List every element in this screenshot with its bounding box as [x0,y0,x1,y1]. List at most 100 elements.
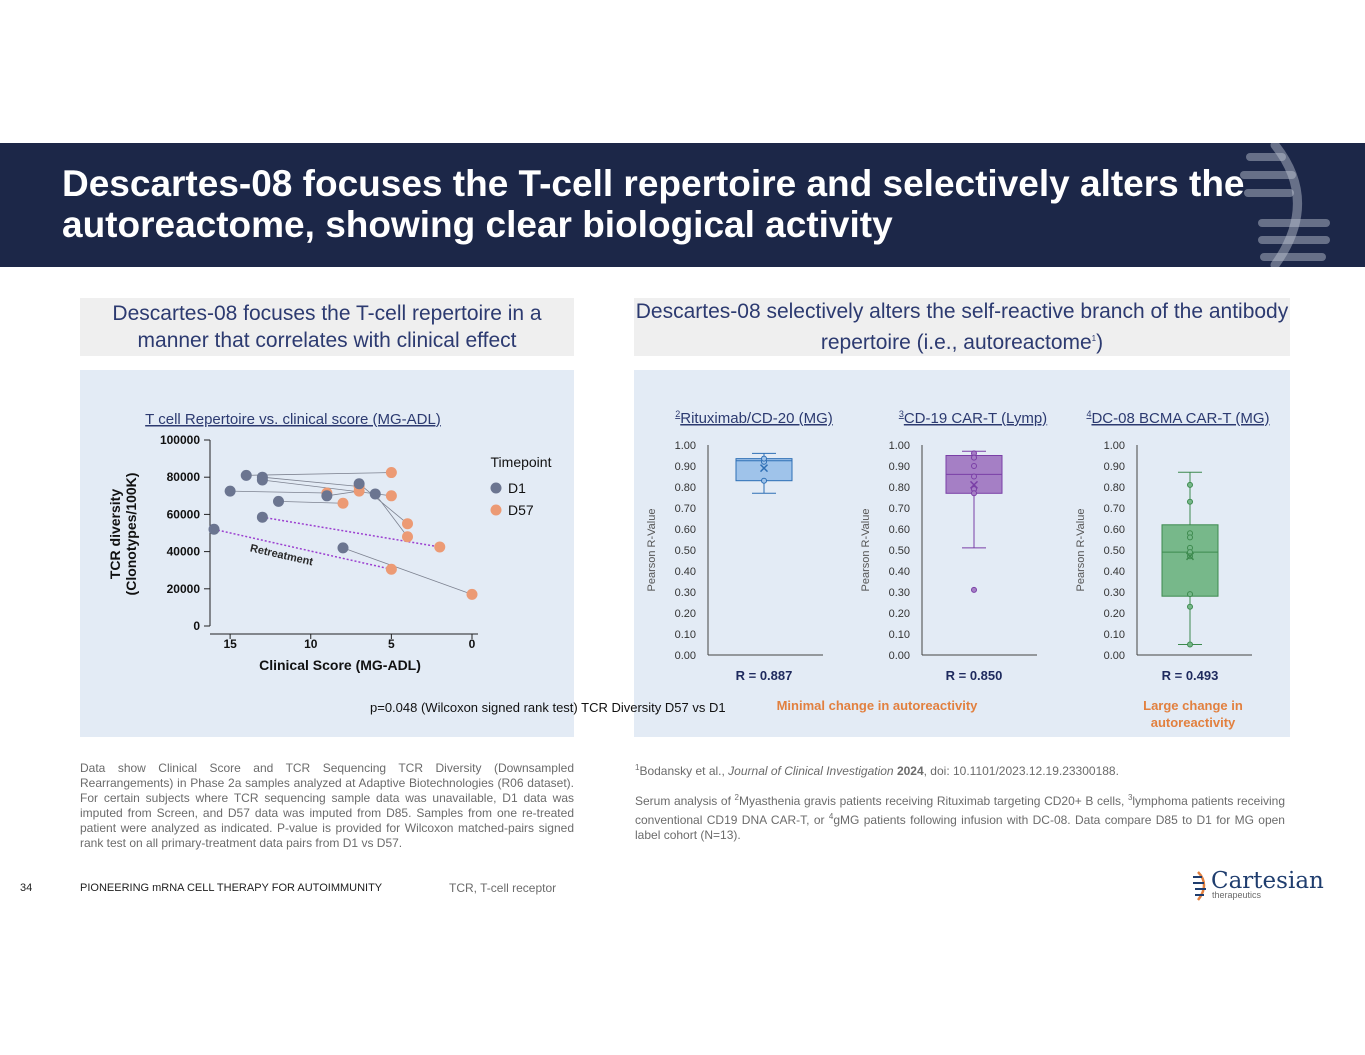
cd19-data-point [971,473,977,480]
title-banner [0,143,1365,267]
cd19-ytick-label: 0.30 [889,587,910,599]
ref-year: 2024 [896,764,924,778]
scatter-xtick-label: 10 [304,637,318,651]
right-subhead-main: Descartes-08 selectively alters the self… [635,300,1289,354]
d1-point [256,511,268,523]
cd19-ytick-label: 0.50 [889,545,910,557]
dc08-ytick-label: 0.50 [1104,545,1125,557]
footer-tagline: PIONEERING mRNA CELL THERAPY FOR AUTOIMM… [80,882,383,894]
d57-point [466,588,478,600]
d57-point [385,490,397,502]
d57-point [434,541,446,553]
rituximab-r-value: R = 0.887 [736,668,793,683]
left-chart-panel [80,370,574,737]
d57-point [402,531,413,543]
dc08-boxplot-title: 4DC-08 BCMA CAR-T (MG) [1086,409,1269,427]
logo-subtitle: therapeutics [1212,890,1262,900]
left-footnote: Data show Clinical Score and TCR Sequenc… [80,761,574,850]
scatter-ytick-label: 20000 [167,582,201,596]
tcr-scatter-chart: T cell Repertoire vs. clinical score (MG… [107,411,552,673]
dc08-data-point [1187,534,1193,541]
left-subhead: Descartes-08 focuses the T-cell repertoi… [80,298,574,356]
scatter-title: T cell Repertoire vs. clinical score (MG… [145,411,441,428]
d1-point [321,490,333,502]
ref-journal: Journal of Clinical Investigation [728,764,894,778]
minimal-change-label: Minimal change in autoreactivity [776,698,978,713]
rituximab-ytick-label: 0.00 [675,650,696,662]
dc08-data-point [1187,603,1193,610]
legend-d57-label: D57 [508,502,534,518]
serum-note: Serum analysis of 2Myasthenia gravis pat… [635,790,1285,843]
dc08-ylabel: Pearson R-Value [1075,509,1087,592]
footer-abbreviation: TCR, T-cell receptor [449,881,557,895]
rituximab-ytick-label: 0.30 [675,587,696,599]
cd19-mean-marker [969,480,979,489]
scatter-xtick-label: 5 [388,637,395,651]
rituximab-ytick-label: 0.40 [675,566,696,578]
cd19-ytick-label: 0.20 [889,608,910,620]
legend-d57-marker [490,504,502,516]
scatter-xtick-label: 15 [223,637,237,651]
rituximab-mean-marker [759,464,769,473]
legend-title: Timepoint [491,454,552,470]
rituximab-data-point [761,455,767,462]
cd19-ytick-label: 0.90 [889,461,910,473]
dc08-data-point [1187,591,1193,598]
cd19-data-point [971,490,977,497]
cd19-ytick-label: 0.10 [889,629,910,641]
dc08-ytick-label: 0.70 [1104,503,1125,515]
d1-point [256,474,268,486]
scatter-ytick-label: 80000 [167,470,201,484]
dc08-ytick-label: 0.30 [1104,587,1125,599]
retreatment-connector-line [262,516,440,548]
ref-sup: 1 [635,763,640,772]
right-subhead-sup: 1 [1091,334,1097,343]
rituximab-ylabel: Pearson R-Value [646,509,658,592]
d1-point [273,495,284,507]
serum-s4: 4 [828,812,834,821]
scatter-ytick-label: 0 [193,619,200,633]
pair-connector-line [358,483,408,525]
cd19-data-point [971,463,977,469]
logo-name: Cartesian [1211,868,1324,894]
dc08-data-point [1187,641,1193,648]
pair-connector-line [230,490,327,494]
pvalue-text: p=0.048 (Wilcoxon signed rank test) TCR … [370,700,726,715]
d1-point [208,523,220,535]
large-change-label: Large change in autoreactivity [1143,698,1243,730]
scatter-xlabel: Clinical Score (MG-ADL) [259,657,421,673]
serum-s3: 3 [1127,793,1133,802]
ref-authors: Bodansky et al., [639,764,729,778]
scatter-ylabel-line1: TCR diversity [107,489,123,579]
d57-point [385,467,397,479]
d1-point [224,485,236,497]
rituximab-ytick-label: 1.00 [675,440,696,452]
dc08-ytick-label: 1.00 [1104,440,1125,452]
serum-p2: Myasthenia gravis patients receiving Rit… [738,794,1128,808]
dc08-mean-marker [1185,552,1195,561]
d1-point [369,488,381,500]
dc08-ytick-label: 0.90 [1104,461,1125,473]
autoreactome-boxplots: 2Rituximab/CD-20 (MG) 0.00 0.10 0.20 0.30 0.4… [646,409,1270,683]
rituximab-ytick-label: 0.60 [675,524,696,536]
pair-connector-line [374,493,408,537]
d57-point [385,563,397,575]
page-title: Descartes-08 focuses the T-cell repertoi… [62,163,1245,245]
cd19-ytick-label: 0.70 [889,503,910,515]
rituximab-boxplot-title: 2Rituximab/CD-20 (MG) [675,409,833,427]
dc08-data-point [1187,498,1193,505]
dc08-ytick-label: 0.40 [1104,566,1125,578]
legend-d1-label: D1 [508,480,526,496]
rituximab-ytick-label: 0.20 [675,608,696,620]
page-number: 34 [20,882,33,894]
rituximab-data-point [761,477,767,484]
d57-point [402,518,413,530]
right-subhead-end: ) [1096,331,1104,354]
d1-point [353,478,365,490]
d1-point [240,469,252,481]
left-subhead-text: Descartes-08 focuses the T-cell repertoi… [112,302,542,352]
scatter-ytick-label: 40000 [167,545,201,559]
rituximab-ytick-label: 0.50 [675,545,696,557]
right-subhead-text: Descartes-08 selectively alters the self… [634,298,1290,356]
cd19-ytick-label: 1.00 [889,440,910,452]
